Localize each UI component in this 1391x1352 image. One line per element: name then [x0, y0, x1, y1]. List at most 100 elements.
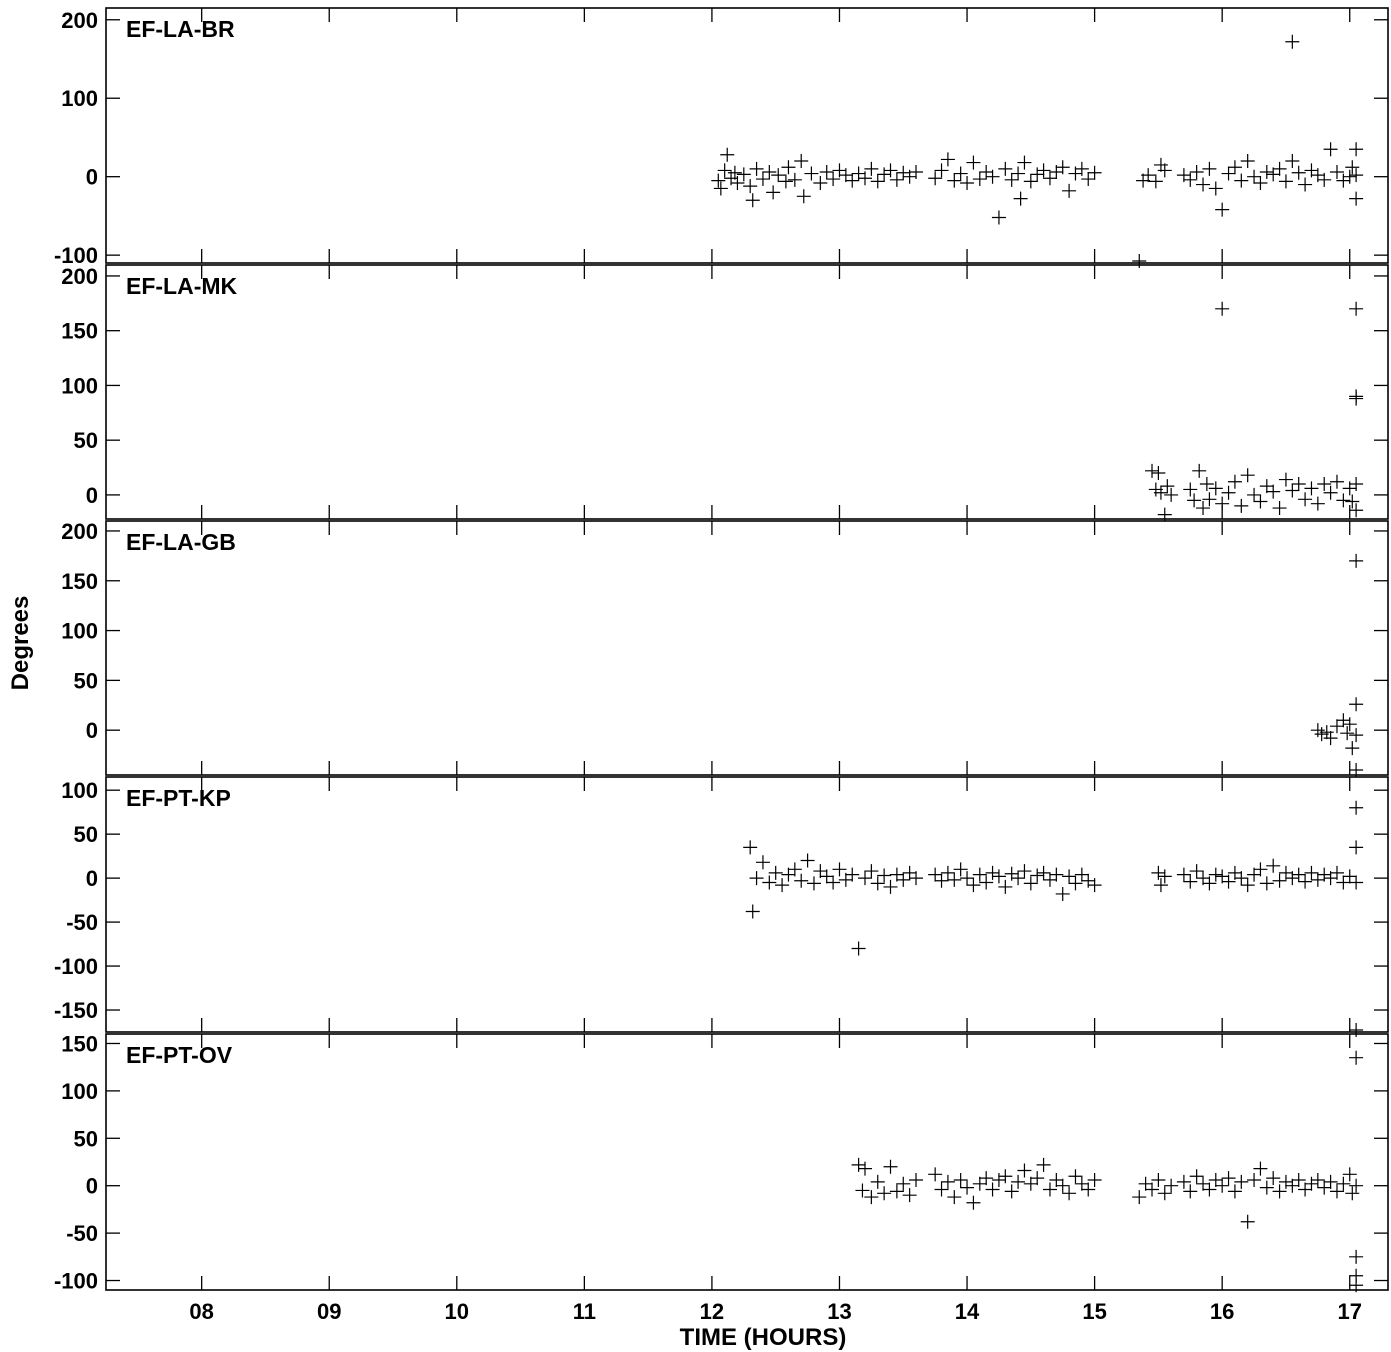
- data-point: [1234, 173, 1249, 188]
- data-point: [966, 155, 981, 170]
- x-tick-label: 17: [1337, 1299, 1361, 1324]
- data-point: [1196, 871, 1211, 886]
- data-point: [1272, 501, 1287, 516]
- data-point: [998, 879, 1013, 894]
- data-point: [1291, 165, 1306, 180]
- data-point: [1183, 482, 1198, 497]
- data-point: [1081, 172, 1096, 187]
- panel-ef-la-gb: 0 50 100 150 200 EF-LA-GB: [61, 519, 1389, 778]
- data-point: [1030, 1171, 1045, 1186]
- data-point: [1349, 1278, 1364, 1293]
- data-point: [1304, 481, 1319, 496]
- data-point: [1215, 202, 1230, 217]
- data-point: [896, 165, 911, 180]
- data-point: [883, 879, 898, 894]
- data-point: [1153, 485, 1168, 500]
- data-point: [1221, 485, 1236, 500]
- data-point: [1349, 728, 1364, 743]
- x-tick-label: 11: [573, 1299, 596, 1324]
- data-point: [806, 876, 821, 891]
- data-point: [877, 1186, 892, 1201]
- data-point: [877, 868, 892, 883]
- data-point: [1349, 389, 1364, 404]
- x-axis-title: TIME (HOURS): [680, 1324, 847, 1351]
- data-point: [1227, 1184, 1242, 1199]
- data-point: [720, 147, 735, 162]
- data-point: [1074, 161, 1089, 176]
- data-point: [877, 167, 892, 182]
- data-point: [1157, 869, 1172, 884]
- data-point: [1004, 172, 1019, 187]
- y-tick-label: 50: [74, 428, 98, 453]
- data-point: [902, 1188, 917, 1203]
- panel-label: EF-LA-BR: [126, 16, 235, 42]
- panel-label: EF-PT-OV: [126, 1042, 233, 1068]
- data-point: [838, 168, 853, 183]
- data-point: [857, 171, 872, 186]
- data-point: [953, 862, 968, 877]
- data-point: [1202, 876, 1217, 891]
- data-point: [1151, 865, 1166, 880]
- y-tick-label: 100: [61, 778, 98, 803]
- data-point: [934, 1182, 949, 1197]
- data-point: [781, 867, 796, 882]
- data-point: [1208, 867, 1223, 882]
- data-point: [1036, 865, 1051, 880]
- data-point: [855, 1183, 870, 1198]
- data-point: [787, 172, 802, 187]
- data-point: [1030, 868, 1045, 883]
- data-point: [1240, 468, 1255, 483]
- data-point: [940, 865, 955, 880]
- panel-frame: [105, 520, 1389, 776]
- data-point: [755, 172, 770, 187]
- data-point: [1349, 1249, 1364, 1264]
- data-point: [1183, 172, 1198, 187]
- data-point: [1234, 1174, 1249, 1189]
- panel-ef-pt-ov: -100 -50 0 50 100 150 EF-PT-OV: [54, 1031, 1389, 1294]
- x-tick-label: 15: [1082, 1299, 1106, 1324]
- data-point: [934, 163, 949, 178]
- data-point: [1310, 1173, 1325, 1188]
- data-point: [947, 872, 962, 887]
- data-point: [1298, 177, 1313, 192]
- data-point: [1349, 1178, 1364, 1193]
- panel-frame: [105, 7, 1389, 264]
- data-point: [711, 173, 726, 188]
- data-point: [1068, 1169, 1083, 1184]
- data-point: [794, 154, 809, 168]
- data-point: [870, 1174, 885, 1189]
- data-point: [1234, 498, 1249, 513]
- y-tick-label: 100: [61, 1079, 98, 1104]
- data-point: [1266, 484, 1281, 499]
- panel-frame: [105, 264, 1389, 520]
- data-point: [1160, 479, 1175, 494]
- data-point: [826, 172, 841, 187]
- data-point: [1234, 871, 1249, 886]
- data-point: [1310, 872, 1325, 887]
- data-point: [864, 1190, 879, 1205]
- data-point: [1272, 161, 1287, 176]
- data-point: [864, 864, 879, 879]
- data-point: [1253, 175, 1268, 190]
- data-point: [1192, 463, 1207, 478]
- data-point: [902, 865, 917, 880]
- data-point: [1062, 1186, 1077, 1201]
- data-point: [1298, 874, 1313, 889]
- data-point: [1253, 862, 1268, 877]
- data-point: [1342, 869, 1357, 884]
- data-point: [991, 210, 1006, 225]
- data-point: [1291, 1173, 1306, 1188]
- data-point: [864, 161, 879, 176]
- data-point: [745, 904, 760, 919]
- data-point: [1030, 167, 1045, 182]
- x-tick-label: 09: [317, 1299, 341, 1324]
- data-point: [889, 172, 904, 187]
- data-point: [804, 166, 819, 181]
- data-point: [1291, 476, 1306, 491]
- data-point: [1013, 191, 1028, 206]
- data-point: [991, 1173, 1006, 1188]
- panel-ef-la-br: -100 0 100 200 EF-LA-BR: [54, 7, 1389, 268]
- data-point: [1049, 1173, 1064, 1188]
- y-axis-title: Degrees: [7, 596, 34, 691]
- data-point: [1164, 487, 1179, 502]
